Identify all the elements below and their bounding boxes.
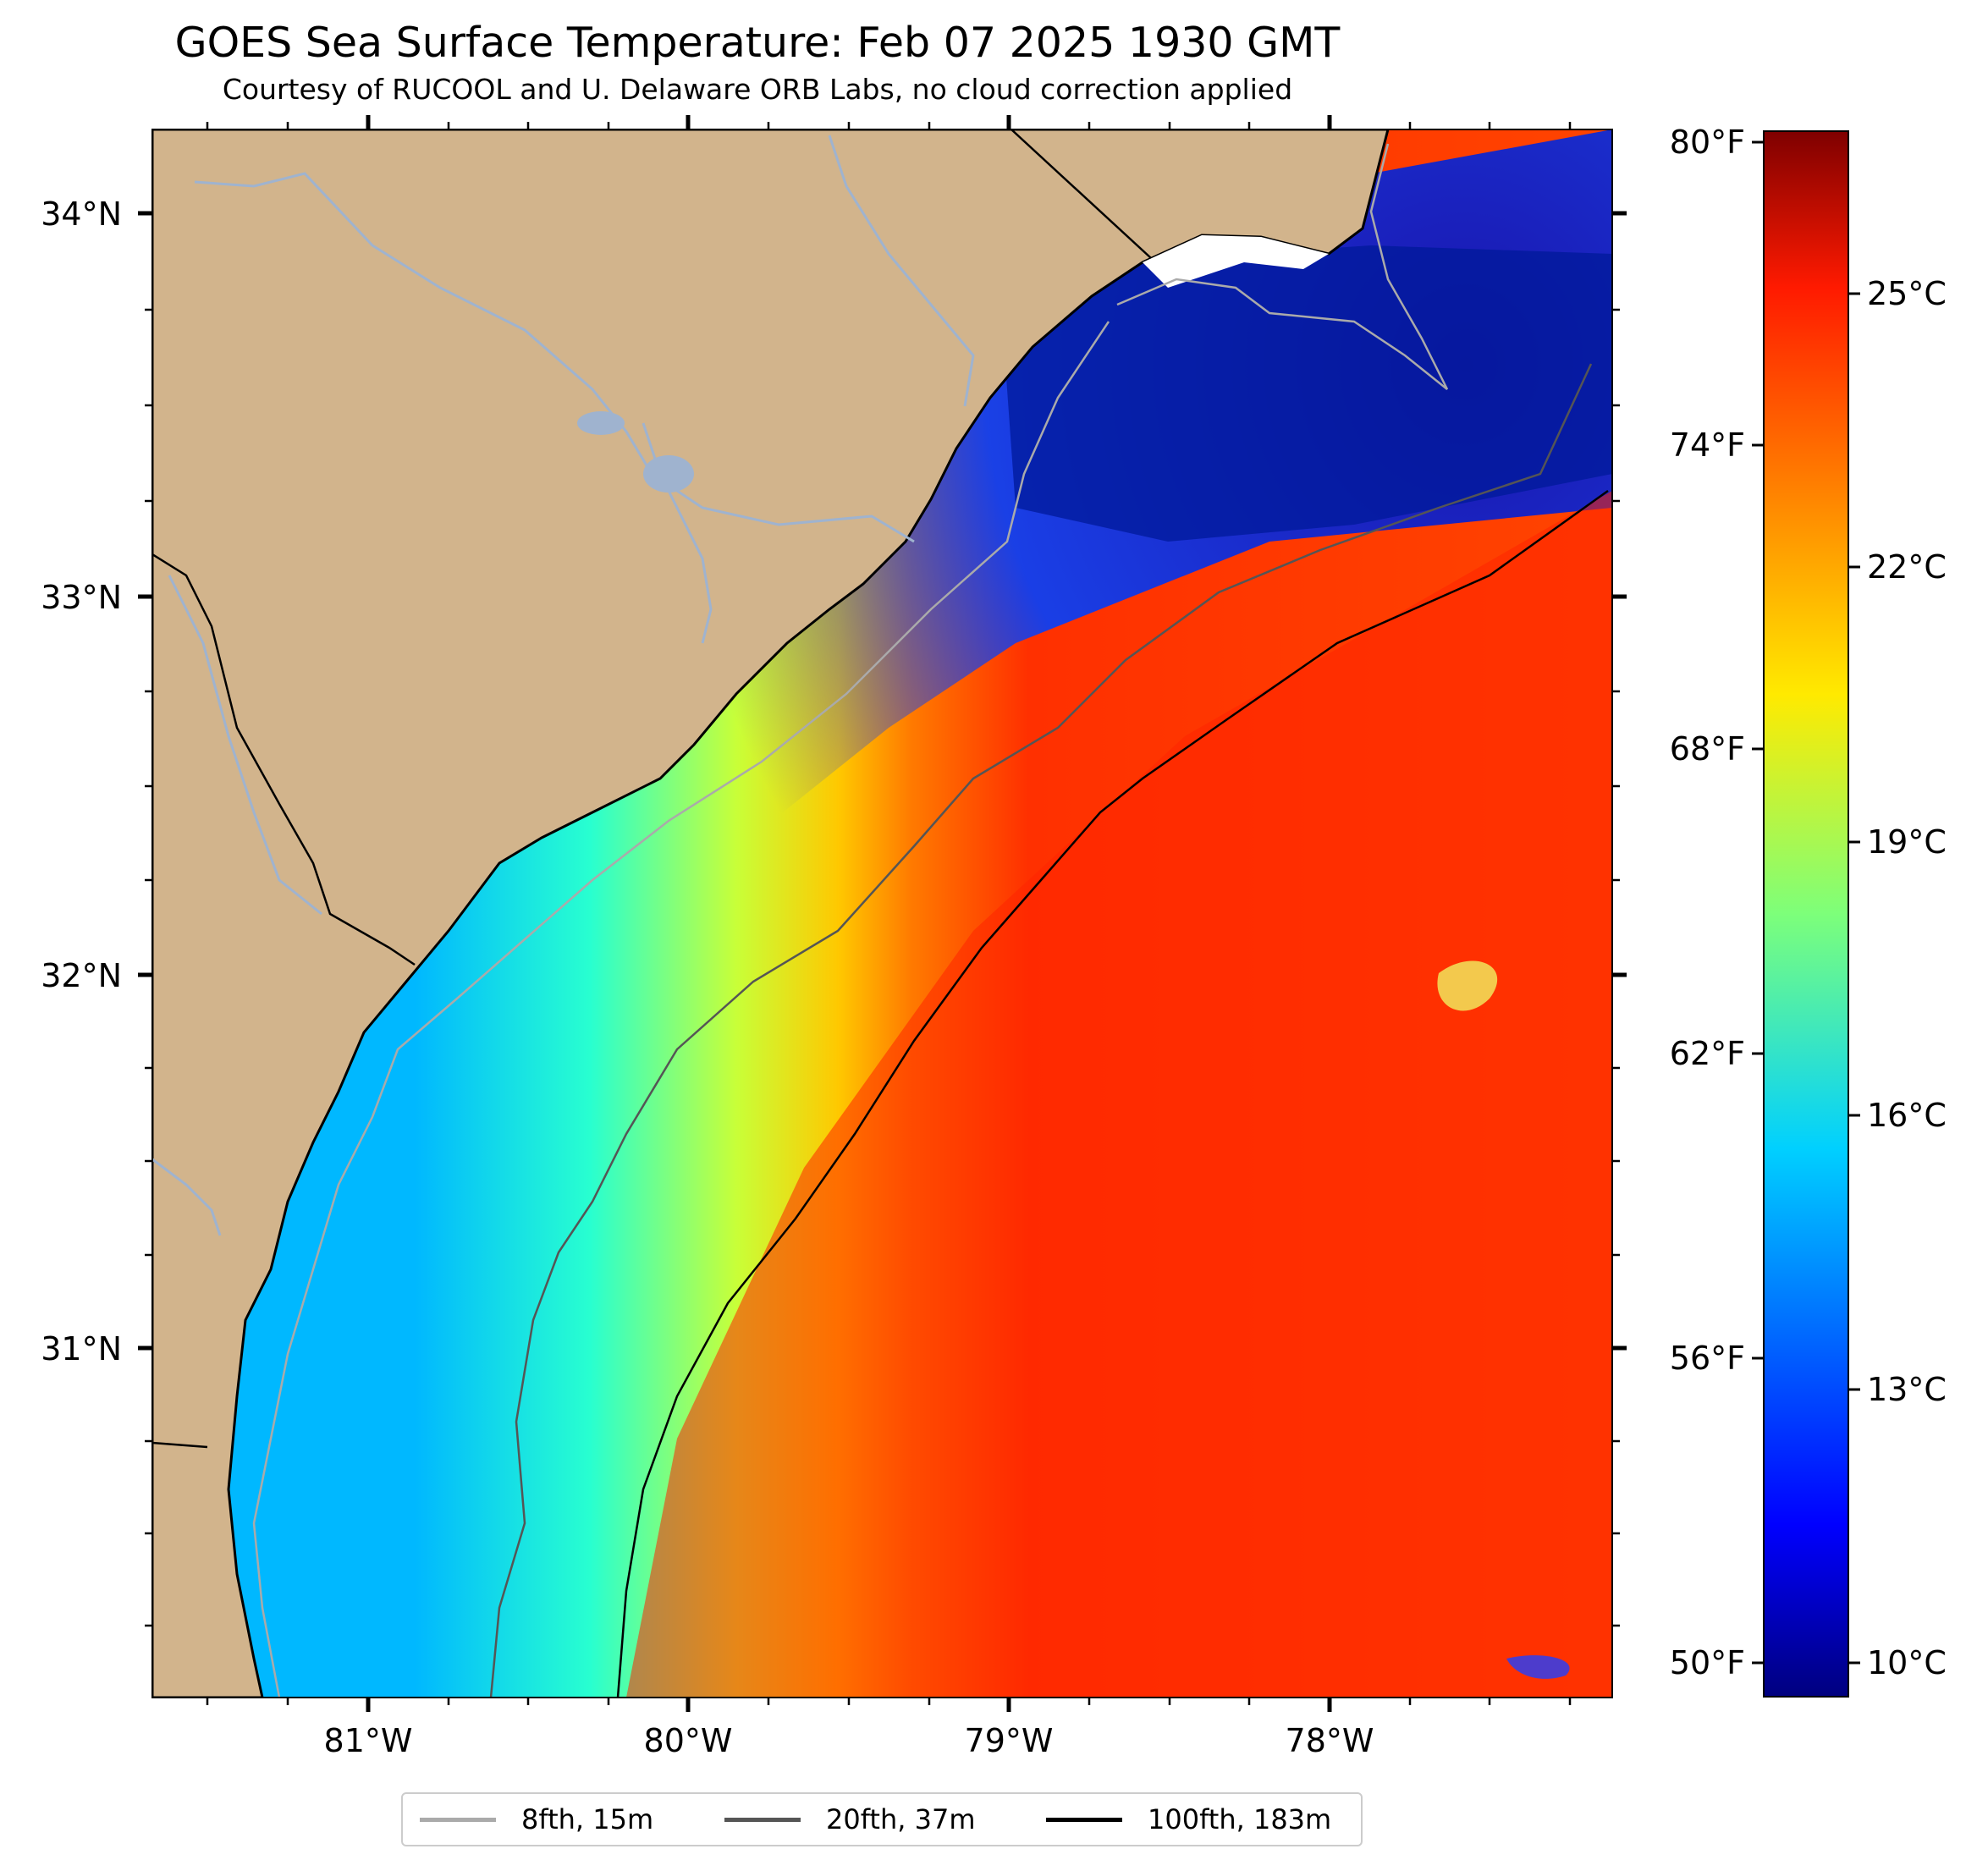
map-frame	[151, 129, 1613, 1698]
map-title: GOES Sea Surface Temperature: Feb 07 202…	[174, 19, 1341, 67]
minor-ticks	[145, 122, 1620, 1705]
colorbar-f-74: 74°F	[1670, 426, 1745, 464]
cold-pool	[999, 245, 1612, 542]
isobath-15m-north	[1116, 143, 1449, 390]
cool-eddy	[1437, 960, 1498, 1011]
legend-label-37m: 20fth, 37m	[826, 1803, 976, 1835]
land	[152, 129, 1390, 1698]
colorbar-f-80: 80°F	[1670, 124, 1745, 161]
nc-sc-border	[1011, 129, 1152, 259]
colorbar-c-22: 22°C	[1867, 548, 1947, 586]
lon-label-78: 78°W	[1286, 1722, 1374, 1759]
legend-swatch-183m	[1046, 1818, 1122, 1822]
colorbar-c-19: 19°C	[1867, 823, 1947, 861]
isobath-legend: 8fth, 15m 20fth, 37m 100fth, 183m	[401, 1792, 1363, 1846]
colorbar-f-56: 56°F	[1670, 1340, 1745, 1377]
river-altamaha	[152, 1158, 222, 1236]
colorbar-c-25: 25°C	[1867, 275, 1947, 312]
lon-label-80: 80°W	[644, 1722, 733, 1759]
lake-marion	[643, 455, 694, 493]
river-santee	[194, 172, 915, 543]
cold-spot	[1506, 1655, 1570, 1679]
colorbar-f-50: 50°F	[1670, 1644, 1745, 1681]
lon-label-81: 81°W	[324, 1722, 413, 1759]
land-mass	[152, 129, 1390, 1698]
coastal-gap	[1143, 235, 1329, 288]
gulf-stream-core	[626, 491, 1612, 1698]
river-savannah	[168, 575, 322, 916]
lake-moultrie	[577, 411, 625, 435]
lat-label-32: 32°N	[41, 957, 122, 994]
colorbar-c-16: 16°C	[1867, 1097, 1947, 1134]
isobath-37m	[489, 363, 1593, 1698]
river-peedee	[828, 135, 975, 407]
map-subtitle: Courtesy of RUCOOL and U. Delaware ORB L…	[222, 73, 1293, 106]
colorbar	[1763, 130, 1849, 1698]
legend-label-183m: 100fth, 183m	[1148, 1803, 1332, 1835]
sc-ga-border	[152, 553, 416, 966]
colorbar-ticks	[1752, 140, 1860, 1665]
lon-label-79: 79°W	[965, 1722, 1054, 1759]
lat-label-33: 33°N	[41, 579, 122, 616]
colorbar-f-62: 62°F	[1670, 1035, 1745, 1072]
legend-swatch-15m	[420, 1818, 496, 1822]
ga-fl-border	[152, 1441, 208, 1449]
colorbar-c-13: 13°C	[1867, 1371, 1947, 1408]
lat-label-31: 31°N	[41, 1330, 122, 1367]
legend-swatch-37m	[724, 1818, 801, 1822]
isobath-183m	[616, 489, 1609, 1698]
isobath-15m	[252, 321, 1110, 1698]
lat-label-34: 34°N	[41, 195, 122, 233]
colorbar-f-68: 68°F	[1670, 730, 1745, 768]
major-ticks	[138, 115, 1627, 1712]
isobaths	[252, 143, 1609, 1698]
legend-label-15m: 8fth, 15m	[521, 1803, 654, 1835]
colorbar-c-10: 10°C	[1867, 1644, 1947, 1681]
